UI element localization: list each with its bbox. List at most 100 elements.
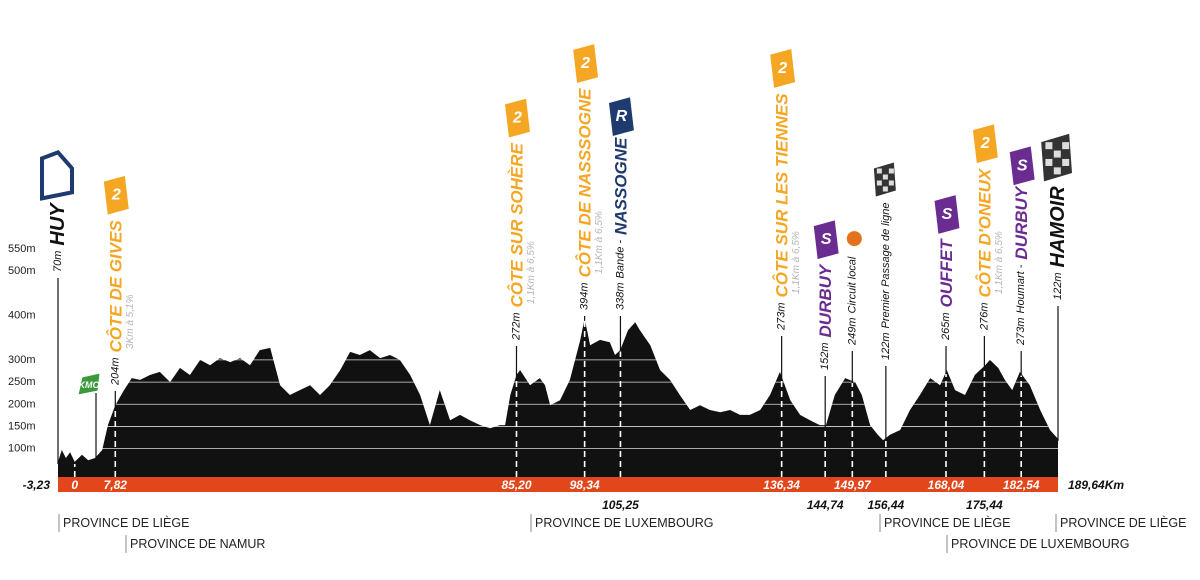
- point-name: DURBUY: [816, 263, 835, 337]
- distance-band: [58, 477, 1058, 492]
- badge-flag: [503, 97, 532, 139]
- x-tick-label: 98,34: [570, 478, 600, 492]
- point-altitude: 273m: [1015, 317, 1027, 346]
- y-tick-label: 550m: [8, 243, 36, 255]
- point-name: HAMOIR: [1047, 186, 1069, 268]
- point-altitude: 276m: [978, 302, 990, 331]
- finish-check: [882, 186, 888, 192]
- point-name: NASSOGNE: [611, 137, 630, 235]
- province-label: PROVINCE DE LIÈGE: [63, 515, 189, 530]
- badge-flag: [1008, 145, 1036, 187]
- finish-check: [1062, 142, 1070, 150]
- x-tick-label: 168,04: [928, 478, 965, 492]
- badge-flag: [102, 174, 130, 216]
- point-annotation: 265m OUFFET S: [933, 193, 961, 374]
- badge-letter: S: [821, 231, 832, 248]
- point-label: 122m Premier Passage de ligne: [880, 203, 892, 360]
- point-detail: 1,1Km à 6,5%: [791, 231, 802, 294]
- province-label: PROVINCE DE LIÈGE: [1060, 515, 1186, 530]
- province-label: PROVINCE DE LUXEMBOURG: [951, 537, 1130, 551]
- point-altitude: 249m: [846, 317, 858, 346]
- x-tick-label: 182,54: [1003, 478, 1040, 492]
- finish-check: [1053, 150, 1061, 158]
- point-label: 122m HAMOIR: [1047, 186, 1069, 300]
- x-tick-label: 105,25: [602, 498, 639, 512]
- circuit-icon: [845, 230, 863, 248]
- point-altitude: 70m: [52, 251, 64, 272]
- y-tick-label: 200m: [8, 398, 36, 410]
- point-label: 394m CÔTE DE NASSSOGNE: [575, 88, 594, 310]
- badge-flag: [971, 123, 999, 165]
- sprint-label: KMO: [79, 380, 100, 390]
- badge-letter: 2: [512, 110, 522, 127]
- point-name: CÔTE SUR SOHÈRE: [507, 142, 526, 307]
- point-detail: 3Km à 5,1%: [125, 294, 136, 349]
- sprint-flag: [77, 372, 101, 396]
- point-label: 152m DURBUY: [816, 263, 835, 370]
- point-altitude: 152m: [819, 342, 831, 370]
- point-detail: 1,1Km à 6,5%: [526, 241, 537, 304]
- point-label: 272m CÔTE SUR SOHÈRE: [507, 142, 526, 341]
- point-annotation: 394m CÔTE DE NASSSOGNE 1,1Km à 6,5% 2: [572, 42, 605, 321]
- point-annotation: 122m Premier Passage de ligne: [873, 162, 896, 440]
- point-label: 273m CÔTE SUR LES TIENNES: [772, 93, 791, 331]
- point-name: CÔTE DE NASSSOGNE: [575, 88, 594, 278]
- point-altitude: 122m: [1052, 272, 1064, 300]
- finish-check: [1053, 167, 1061, 175]
- point-label: 204m CÔTE DE GIVES: [106, 220, 125, 386]
- point-name: CÔTE D'ONEUX: [975, 167, 994, 297]
- point-annotation: 272m CÔTE SUR SOHÈRE 1,1Km à 6,5% 2: [503, 97, 537, 377]
- point-annotation: 122m HAMOIR: [1041, 133, 1072, 441]
- point-detail: 1,1Km à 6,5%: [594, 211, 605, 274]
- finish-check: [882, 174, 888, 180]
- elevation-area: [58, 318, 1058, 477]
- start-icon: [40, 150, 74, 201]
- badge-letter: 2: [980, 135, 990, 152]
- point-annotation: 273m CÔTE SUR LES TIENNES 1,1Km à 6,5% 2: [769, 47, 802, 379]
- point-name: CÔTE SUR LES TIENNES: [772, 93, 791, 298]
- y-tick-label: 100m: [8, 443, 36, 455]
- badge-letter: 2: [777, 60, 787, 77]
- finish-check: [1045, 158, 1053, 166]
- badge-flag: [572, 42, 600, 85]
- x-tick-label: 156,44: [868, 498, 905, 512]
- point-detail: 1,1Km à 6,5%: [994, 231, 1005, 294]
- finish-check: [1062, 158, 1070, 166]
- x-tick-label: 144,74: [807, 498, 844, 512]
- point-altitude: 265m: [940, 312, 952, 341]
- point-altitude: 394m: [579, 282, 591, 310]
- point-altitude: 272m: [510, 312, 522, 341]
- point-prefix: Circuit local: [846, 256, 858, 313]
- point-annotation: 249m Circuit local: [845, 230, 863, 383]
- point-prefix: Houmart -: [1015, 264, 1027, 313]
- finish-check: [1045, 142, 1053, 150]
- province-label: PROVINCE DE LIÈGE: [884, 515, 1010, 530]
- point-altitude: 122m: [880, 332, 892, 360]
- point-annotation: 204m CÔTE DE GIVES 3Km à 5,1% 2: [102, 174, 136, 408]
- point-prefix: Premier Passage de ligne: [880, 203, 892, 329]
- point-label: 276m CÔTE D'ONEUX: [975, 167, 994, 331]
- point-annotation: 152m DURBUY S: [812, 219, 840, 428]
- point-label: 70m HUY: [47, 202, 69, 272]
- point-label: 249m Circuit local: [846, 256, 858, 346]
- point-name: OUFFET: [937, 238, 956, 308]
- y-tick-label: 150m: [8, 420, 36, 432]
- point-label: 273m Houmart - DURBUY: [1012, 185, 1031, 346]
- y-tick-label: 300m: [8, 354, 36, 366]
- point-altitude: 273m: [776, 302, 788, 331]
- point-annotation: 338m Bande - NASSOGNE R: [607, 96, 635, 352]
- finish-check: [876, 180, 882, 186]
- point-annotation: 70m HUY: [40, 150, 74, 464]
- x-tick-label: 175,44: [966, 498, 1003, 512]
- badge-flag: [933, 193, 961, 236]
- province-label: PROVINCE DE LUXEMBOURG: [535, 516, 714, 530]
- x-tick-label: 7,82: [104, 478, 128, 492]
- badge-letter: 2: [580, 55, 590, 72]
- y-tick-label: 500m: [8, 265, 36, 277]
- point-label: 338m Bande - NASSOGNE: [611, 137, 630, 310]
- x-tick-label: 149,97: [834, 478, 872, 492]
- point-altitude: 204m: [109, 357, 121, 386]
- point-name: DURBUY: [1012, 185, 1031, 259]
- finish-check: [888, 168, 894, 174]
- badge-letter: S: [942, 206, 953, 223]
